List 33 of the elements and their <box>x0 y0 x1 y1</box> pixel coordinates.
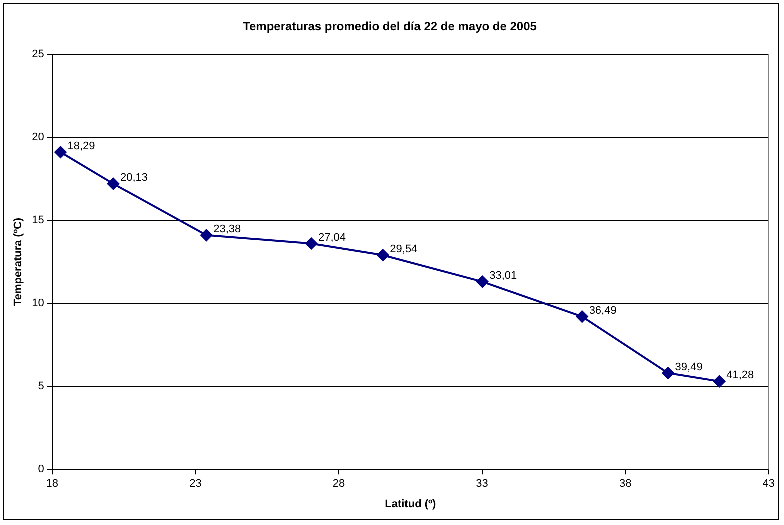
x-tick-label: 43 <box>762 478 776 490</box>
y-tick-label: 0 <box>38 464 44 476</box>
annotation: 33,01 <box>490 270 518 282</box>
point <box>306 238 318 250</box>
y-tick-label: 10 <box>32 298 44 310</box>
x-tick-label: 18 <box>46 478 59 490</box>
y-tick-label: 15 <box>32 214 44 227</box>
chart-title: Temperaturas promedio del día 22 de mayo de 2005 <box>243 20 538 34</box>
annotation: 36,49 <box>589 304 617 317</box>
point <box>377 249 390 262</box>
annotation: 23,38 <box>214 223 242 236</box>
y-tick-label: 25 <box>32 48 44 60</box>
x-tick-label: 33 <box>476 478 488 490</box>
y-tick-label: 5 <box>38 380 44 393</box>
x-tick-label: 23 <box>190 478 202 490</box>
annotation: 29,54 <box>390 243 418 256</box>
point <box>662 367 674 380</box>
point <box>576 310 588 323</box>
annotation: 20,13 <box>120 172 148 184</box>
annotation: 18,29 <box>68 140 96 152</box>
y-axis-title: Temperatura (ºC) <box>12 218 25 306</box>
annotation: 27,04 <box>318 232 346 244</box>
point <box>476 276 489 288</box>
annotation: 41,28 <box>726 370 754 382</box>
point <box>54 146 67 158</box>
point <box>200 229 213 242</box>
point <box>107 178 120 190</box>
x-tick-label: 38 <box>619 478 632 490</box>
x-tick-label: 28 <box>332 478 346 490</box>
annotation: 39,49 <box>675 361 703 374</box>
point <box>714 376 726 388</box>
x-axis-title: Latitud (º) <box>385 498 437 510</box>
y-tick-label: 20 <box>32 131 44 144</box>
